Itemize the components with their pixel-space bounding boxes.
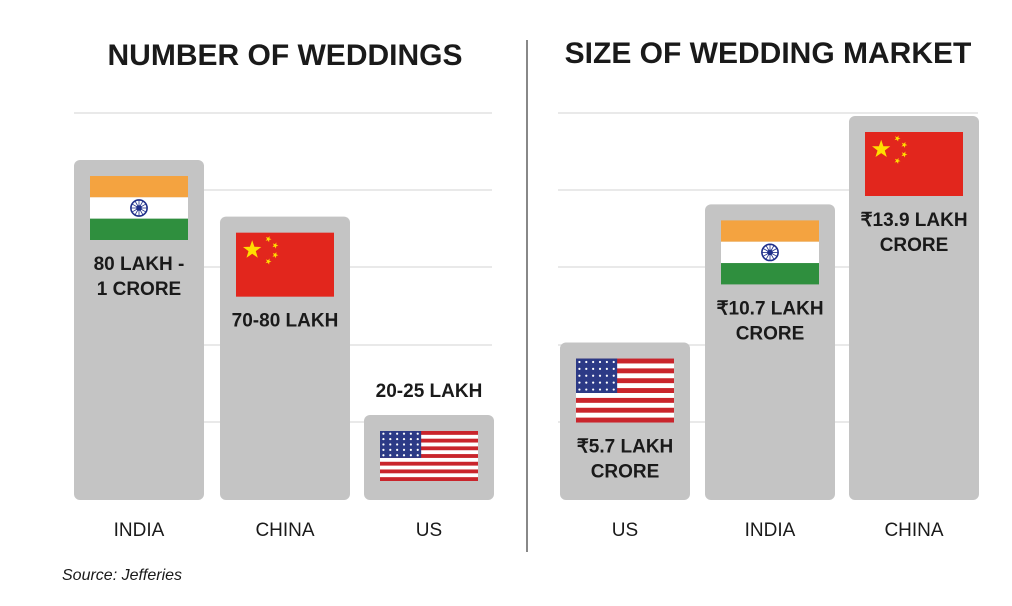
data-label-india: CRORE [736, 323, 805, 344]
wedding-market-size-chart: SIZE OF WEDDING MARKET ₹5.7 LAKH CRORE US ₹1… [558, 37, 979, 541]
category-label-china: CHINA [884, 520, 943, 541]
us-flag-icon [576, 358, 674, 423]
bar-group-us: ₹5.7 LAKH CRORE [560, 342, 690, 500]
data-label-india: 1 CRORE [97, 279, 181, 300]
data-label-china: 70-80 LAKH [232, 311, 339, 332]
data-label-us: CRORE [591, 462, 660, 483]
data-label-india: 80 LAKH - [94, 254, 185, 275]
bar-group-china: ₹13.9 LAKH CRORE [849, 116, 979, 500]
source-note: Source: Jefferies [62, 567, 182, 584]
bar-group-india: 80 LAKH - 1 CRORE [74, 160, 204, 500]
chart-title: SIZE OF WEDDING MARKET [565, 37, 972, 70]
data-label-china: ₹13.9 LAKH [860, 210, 967, 231]
us-flag-icon [380, 431, 478, 481]
category-label-us: US [416, 520, 442, 541]
bar-india [74, 160, 204, 500]
category-label-us: US [612, 520, 638, 541]
data-label-china: CRORE [880, 235, 949, 256]
india-flag-icon [90, 176, 188, 240]
category-label-china: CHINA [255, 520, 314, 541]
bar-group-india: ₹10.7 LAKH CRORE [705, 204, 835, 500]
china-flag-icon [865, 132, 963, 196]
bar-group-china: 70-80 LAKH [220, 216, 350, 500]
data-label-us: ₹5.7 LAKH [577, 437, 674, 458]
bar-china [849, 116, 979, 500]
data-label-us: 20-25 LAKH [376, 381, 483, 402]
category-label-india: INDIA [745, 520, 796, 541]
category-label-india: INDIA [114, 520, 165, 541]
number-of-weddings-chart: NUMBER OF WEDDINGS 80 LAKH - 1 CRORE INDIA 7… [74, 39, 494, 541]
data-label-india: ₹10.7 LAKH [716, 298, 823, 319]
india-flag-icon [721, 220, 819, 285]
chart-title: NUMBER OF WEDDINGS [108, 39, 463, 72]
china-flag-icon [236, 232, 334, 297]
bar-group-us: 20-25 LAKH [364, 381, 494, 500]
